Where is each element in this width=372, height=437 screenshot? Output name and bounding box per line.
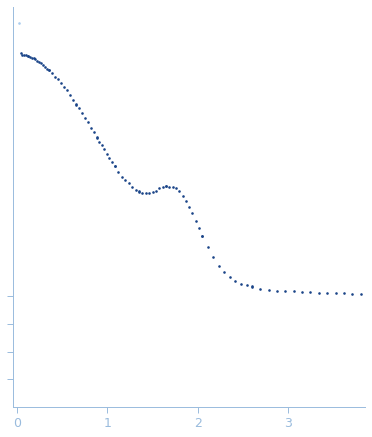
Point — [249, 283, 255, 290]
Point — [70, 97, 76, 104]
Point — [341, 290, 347, 297]
Point — [136, 188, 142, 195]
Point — [96, 138, 102, 145]
Point — [221, 269, 227, 276]
Point — [91, 128, 97, 135]
Point — [163, 183, 169, 190]
Point — [64, 87, 70, 94]
Point — [349, 290, 355, 297]
Point — [94, 134, 100, 141]
Point — [232, 277, 238, 284]
Point — [106, 154, 112, 161]
Point — [274, 287, 280, 294]
Point — [150, 188, 155, 195]
Point — [94, 134, 100, 141]
Point — [153, 187, 159, 194]
Point — [61, 83, 67, 90]
Point — [29, 55, 35, 62]
Point — [357, 290, 363, 297]
Point — [170, 183, 176, 190]
Point — [205, 243, 211, 250]
Point — [227, 274, 233, 281]
Point — [308, 289, 314, 296]
Point — [257, 285, 263, 292]
Point — [299, 288, 305, 295]
Point — [44, 65, 50, 72]
Point — [82, 114, 88, 121]
Point — [291, 288, 297, 295]
Point — [115, 168, 121, 175]
Point — [238, 281, 244, 288]
Point — [156, 185, 162, 192]
Point — [136, 187, 142, 194]
Point — [282, 288, 288, 295]
Point — [183, 198, 189, 205]
Point — [266, 286, 272, 293]
Point — [333, 290, 339, 297]
Point — [88, 125, 94, 132]
Point — [163, 182, 169, 189]
Point — [122, 177, 128, 184]
Point — [17, 50, 23, 57]
Point — [34, 58, 40, 65]
Point — [244, 281, 250, 288]
Point — [143, 190, 149, 197]
Point — [85, 118, 91, 125]
Point — [112, 162, 118, 169]
Point — [25, 53, 31, 60]
Point — [249, 283, 255, 290]
Point — [186, 204, 192, 211]
Point — [167, 183, 173, 190]
Point — [101, 146, 107, 153]
Point — [216, 263, 222, 270]
Point — [36, 59, 42, 66]
Point — [38, 60, 44, 67]
Point — [160, 184, 166, 191]
Point — [193, 218, 199, 225]
Point — [211, 253, 217, 260]
Point — [16, 20, 22, 27]
Point — [67, 92, 73, 99]
Point — [112, 163, 118, 170]
Point — [126, 180, 132, 187]
Point — [140, 189, 145, 196]
Point — [173, 184, 179, 191]
Point — [104, 150, 110, 157]
Point — [73, 101, 79, 108]
Point — [132, 187, 138, 194]
Point — [49, 69, 55, 76]
Point — [23, 52, 29, 59]
Point — [196, 224, 202, 231]
Point — [199, 232, 205, 239]
Point — [199, 232, 205, 239]
Point — [99, 141, 105, 148]
Point — [52, 73, 58, 80]
Point — [324, 289, 330, 296]
Point — [189, 210, 195, 217]
Point — [21, 51, 27, 58]
Point — [109, 159, 115, 166]
Point — [79, 110, 85, 117]
Point — [76, 104, 82, 111]
Point — [46, 66, 52, 73]
Point — [180, 192, 186, 199]
Point — [19, 51, 25, 58]
Point — [46, 66, 52, 73]
Point — [146, 189, 152, 196]
Point — [27, 53, 33, 60]
Point — [40, 62, 46, 69]
Point — [25, 52, 31, 59]
Point — [31, 55, 36, 62]
Point — [32, 56, 38, 63]
Point — [73, 101, 79, 108]
Point — [176, 188, 182, 195]
Point — [119, 173, 125, 180]
Point — [316, 289, 322, 296]
Point — [129, 184, 135, 191]
Point — [55, 75, 61, 82]
Point — [58, 80, 64, 87]
Point — [42, 63, 48, 70]
